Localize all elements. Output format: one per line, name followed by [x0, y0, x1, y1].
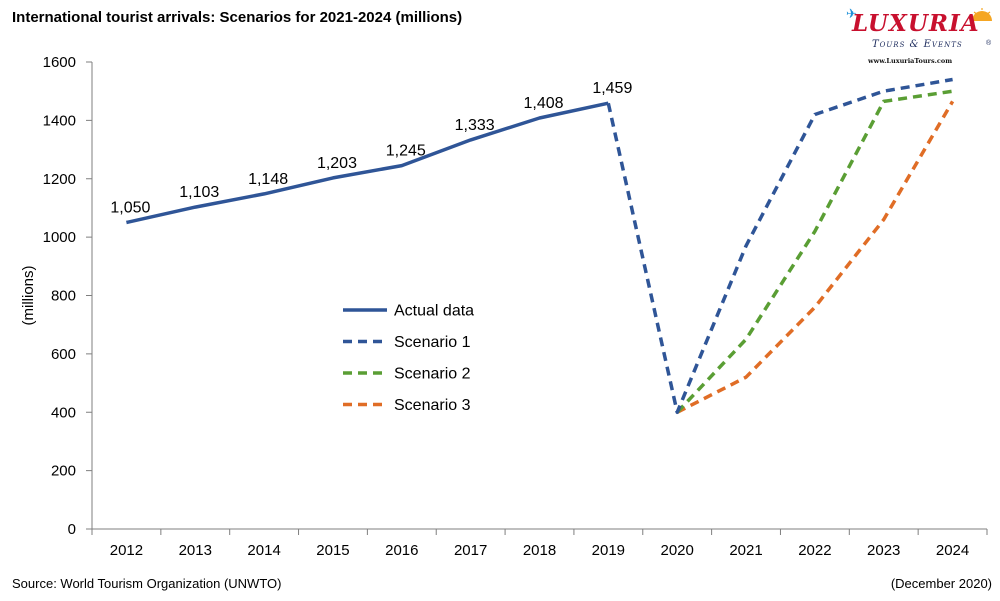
data-label: 1,103: [179, 184, 219, 201]
logo-tagline: Tours & Events: [872, 39, 963, 50]
date-note: (December 2020): [890, 576, 992, 591]
airplane-icon: ✈: [846, 6, 857, 21]
series-layer: [126, 77, 955, 415]
data-label: 1,333: [455, 117, 495, 134]
source-note: Source: World Tourism Organization (UNWT…: [12, 576, 282, 591]
logo-url: www.LuxuriaTours.com: [868, 57, 953, 65]
luxuria-logo: ✈ LUXURIA Tours & Events ® www.LuxuriaTo…: [846, 6, 996, 72]
x-tick-label: 2021: [729, 542, 762, 559]
x-tick-label: 2019: [592, 542, 625, 559]
logo-wordmark: LUXURIA: [852, 10, 980, 37]
y-tick-label: 1400: [43, 112, 76, 129]
x-tick-label: 2014: [247, 542, 280, 559]
x-tick-label: 2013: [179, 542, 212, 559]
x-tick-label: 2023: [867, 542, 900, 559]
data-label: 1,203: [317, 155, 357, 172]
x-tick-label: 2024: [936, 542, 969, 559]
x-tick-label: 2017: [454, 542, 487, 559]
y-tick-label: 600: [51, 346, 76, 363]
x-tick-label: 2022: [798, 542, 831, 559]
y-tick-label: 1000: [43, 229, 76, 246]
y-tick-label: 1600: [43, 54, 76, 71]
data-label: 1,245: [386, 143, 426, 160]
y-axis-label: (millions): [20, 265, 37, 325]
data-label: 1,459: [592, 80, 632, 97]
chart-axes: 0 200 400 600 800 1000 1200 1400 1600 2012 2013 201…: [20, 54, 988, 559]
x-tick-label: 2012: [110, 542, 143, 559]
sun-icon: [972, 8, 992, 21]
chart-title: International tourist arrivals: Scenario…: [12, 9, 463, 26]
data-labels: 1,050 1,103 1,148 1,203 1,245 1,333 1,408 1,459: [110, 80, 632, 216]
y-tick-label: 0: [68, 521, 76, 538]
legend-label: Actual data: [394, 303, 474, 320]
legend-label: Scenario 1: [394, 334, 471, 351]
registered-mark: ®: [986, 40, 992, 47]
series-line-scenario-1: [606, 77, 953, 415]
series-line-scenario-3: [676, 100, 955, 414]
x-tick-label: 2018: [523, 542, 556, 559]
data-label: 1,050: [110, 200, 150, 217]
series-line-scenario-2: [675, 89, 953, 414]
y-tick-label: 1200: [43, 171, 76, 188]
y-tick-label: 800: [51, 288, 76, 305]
data-label: 1,408: [523, 95, 563, 112]
y-tick-label: 400: [51, 404, 76, 421]
x-tick-label: 2016: [385, 542, 418, 559]
legend-label: Scenario 3: [394, 397, 471, 414]
y-tick-label: 200: [51, 463, 76, 480]
x-tick-label: 2015: [316, 542, 349, 559]
chart-legend: Actual data Scenario 1 Scenario 2 Scenario …: [343, 303, 474, 414]
legend-label: Scenario 2: [394, 366, 471, 383]
x-tick-label: 2020: [661, 542, 694, 559]
series-line-actual-data: [126, 101, 609, 225]
data-label: 1,148: [248, 171, 288, 188]
